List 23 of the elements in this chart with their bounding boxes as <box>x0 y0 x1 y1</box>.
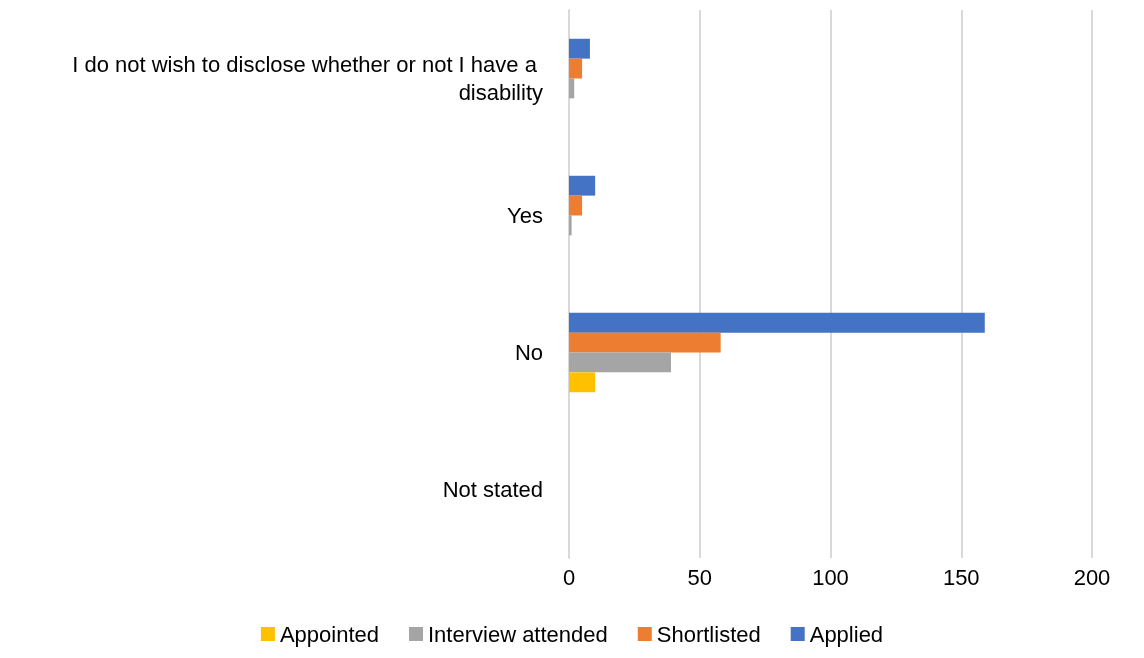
bar <box>569 175 596 196</box>
legend-label: Applied <box>809 621 884 647</box>
x-tick-label: 0 <box>562 564 576 590</box>
bar <box>569 195 583 216</box>
legend-label: Appointed <box>279 621 379 647</box>
legend-label: Interview attended <box>427 621 608 647</box>
x-tick-label: 200 <box>1073 564 1111 590</box>
x-tick-label: 150 <box>942 564 980 590</box>
y-tick-label: I do not wish to disclose whether or not I have a disability <box>72 52 543 105</box>
legend-label: Shortlisted <box>656 621 761 647</box>
bar <box>569 372 596 393</box>
y-tick-label: Yes <box>507 203 543 228</box>
bar <box>569 352 671 373</box>
bar <box>569 58 583 79</box>
bar <box>569 78 575 99</box>
bar <box>569 312 985 333</box>
y-tick-label: No <box>514 340 543 365</box>
x-tick-label: 50 <box>687 564 712 590</box>
y-tick-label: Not stated <box>442 477 543 502</box>
bar <box>569 332 721 353</box>
bar <box>569 215 572 236</box>
x-tick-label: 100 <box>812 564 849 590</box>
bar <box>569 38 590 59</box>
